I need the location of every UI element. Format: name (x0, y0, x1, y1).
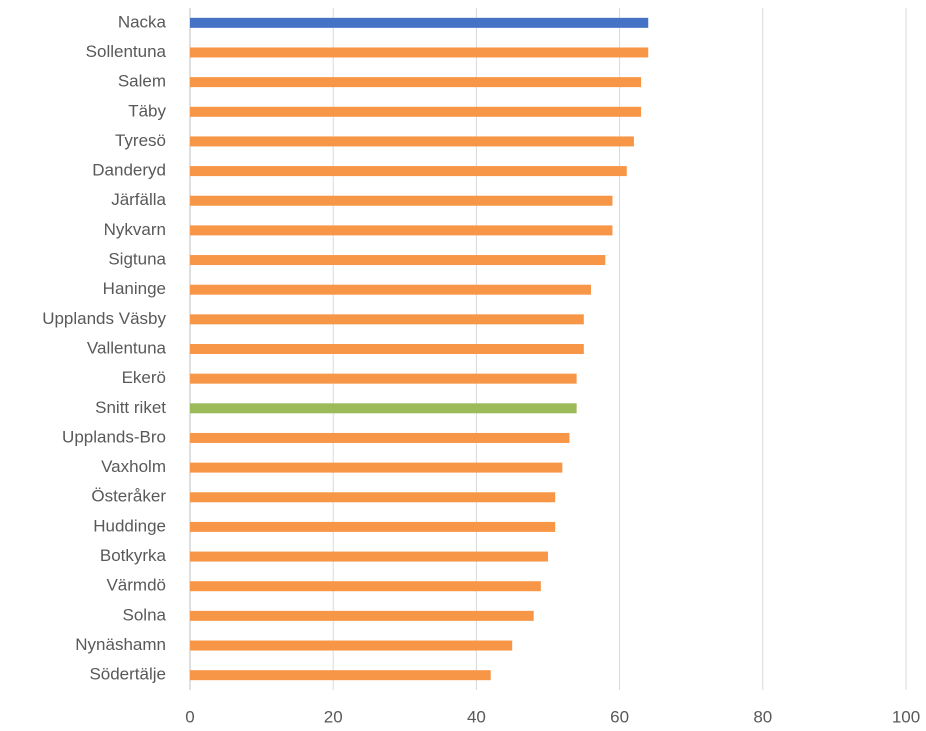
x-tick-label: 0 (185, 707, 194, 726)
x-tick-label: 20 (324, 707, 343, 726)
y-tick-label: Huddinge (93, 516, 166, 535)
bar (190, 106, 642, 117)
bar (190, 314, 584, 325)
y-tick-label: Snitt riket (95, 398, 166, 417)
bar (190, 521, 556, 532)
y-tick-label: Salem (118, 72, 166, 91)
bar (190, 284, 591, 295)
bar (190, 17, 649, 28)
bar (190, 581, 541, 592)
x-tick-label: 60 (610, 707, 629, 726)
bar (190, 610, 534, 621)
y-tick-label: Nynäshamn (75, 635, 166, 654)
y-tick-label: Tyresö (115, 131, 166, 150)
y-tick-label: Danderyd (92, 161, 166, 180)
bar (190, 136, 634, 147)
y-tick-label: Sigtuna (108, 250, 166, 269)
y-tick-label: Täby (128, 101, 166, 120)
bar (190, 344, 584, 354)
bar (190, 195, 613, 206)
y-tick-label: Upplands Väsby (42, 309, 166, 328)
y-tick-label: Upplands-Bro (62, 427, 166, 446)
y-tick-label: Nacka (118, 12, 167, 31)
y-tick-label: Vaxholm (101, 457, 166, 476)
bar (190, 255, 606, 266)
bar (190, 225, 613, 236)
bar (190, 462, 563, 473)
y-tick-label: Nykvarn (104, 220, 166, 239)
y-tick-label: Södertälje (89, 665, 166, 684)
x-tick-label: 100 (892, 707, 920, 726)
y-tick-label: Haninge (103, 279, 166, 298)
x-tick-label: 80 (753, 707, 772, 726)
x-tick-label: 40 (467, 707, 486, 726)
bar (190, 373, 577, 384)
bar (190, 432, 570, 443)
y-tick-label: Österåker (91, 487, 166, 506)
bar (190, 166, 627, 177)
bar (190, 551, 548, 562)
y-tick-label: Solna (123, 605, 167, 624)
bar (190, 403, 577, 414)
bar (190, 47, 649, 58)
y-tick-label: Värmdö (106, 576, 166, 595)
y-tick-label: Botkyrka (100, 546, 167, 565)
bar (190, 670, 491, 681)
y-tick-label: Järfälla (111, 190, 166, 209)
bar (190, 77, 642, 88)
bar (190, 640, 513, 651)
y-tick-label: Sollentuna (86, 42, 167, 61)
bar (190, 492, 556, 503)
y-tick-label: Vallentuna (87, 338, 167, 357)
y-tick-label: Ekerö (122, 368, 166, 387)
